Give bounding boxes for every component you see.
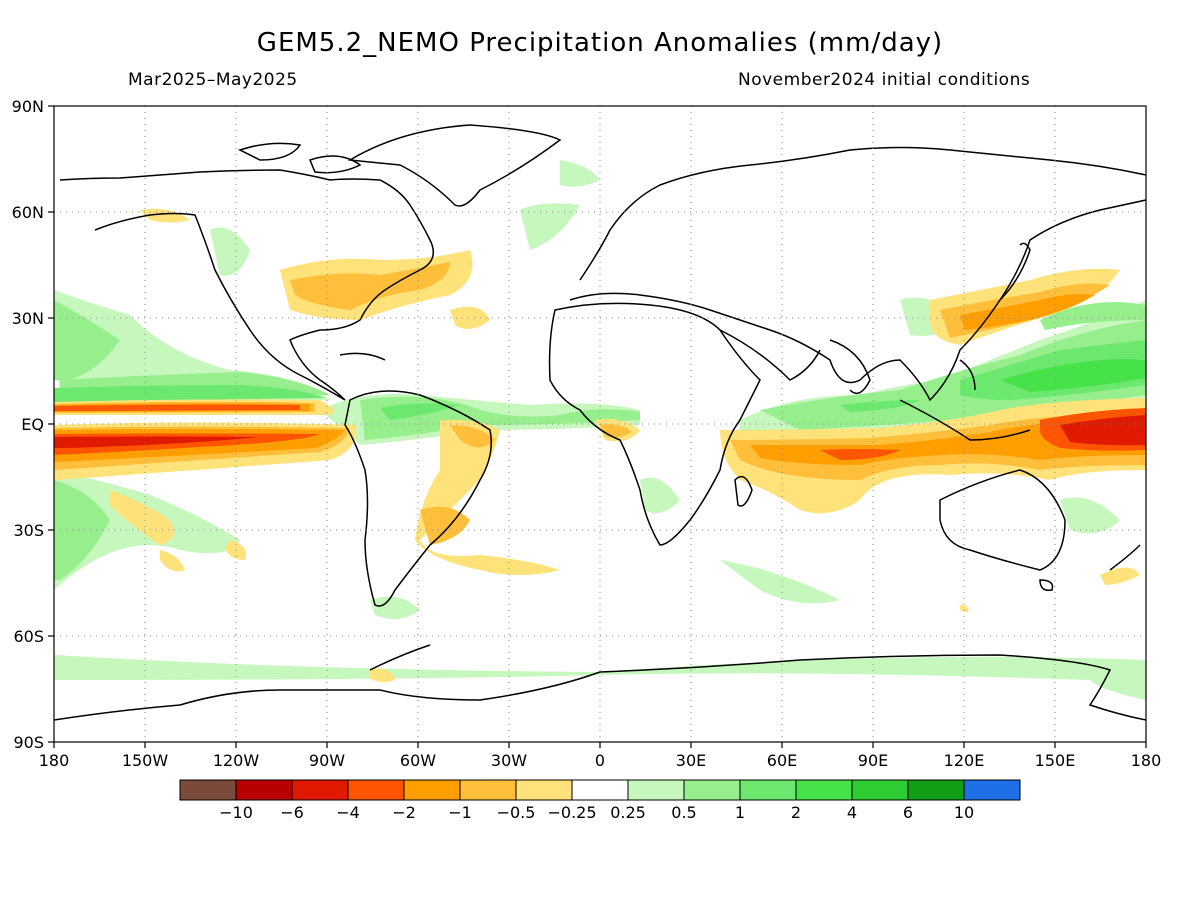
lat-label: EQ — [21, 415, 44, 434]
colorbar-swatch — [459, 779, 517, 801]
colorbar-swatch — [515, 779, 573, 801]
lon-label: 120E — [943, 751, 985, 770]
graticule — [54, 106, 1146, 742]
lon-label: 30W — [490, 751, 528, 770]
lon-label: 60E — [766, 751, 798, 770]
map-frame — [48, 105, 1147, 748]
lat-label: 60N — [11, 203, 44, 222]
lon-label: 60W — [399, 751, 437, 770]
colorbar-label: −0.25 — [547, 803, 597, 822]
lon-label: 180 — [1130, 751, 1162, 770]
colorbar-swatch — [795, 779, 853, 801]
colorbar-label: 0.25 — [610, 803, 646, 822]
lat-label: 90N — [11, 97, 44, 116]
colorbar-swatch — [571, 779, 629, 801]
colorbar-label: 6 — [902, 803, 914, 822]
anomaly-shading — [54, 160, 1146, 700]
colorbar-swatch — [235, 779, 293, 801]
colorbar-swatch — [851, 779, 909, 801]
colorbar-label: 0.5 — [671, 803, 697, 822]
lat-label: 60S — [13, 627, 44, 646]
lon-label: 90E — [857, 751, 889, 770]
colorbar-label: −4 — [336, 803, 360, 822]
lon-label: 180 — [38, 751, 70, 770]
lon-label: 0 — [594, 751, 606, 770]
colorbar-swatch — [347, 779, 405, 801]
colorbar-label: −0.5 — [496, 803, 536, 822]
colorbar-label: 10 — [953, 803, 975, 822]
colorbar-label: −2 — [392, 803, 416, 822]
colorbar-label: 2 — [790, 803, 802, 822]
lat-label: 90S — [13, 733, 44, 752]
lon-label: 90W — [308, 751, 346, 770]
colorbar-swatch — [179, 779, 237, 801]
lat-label: 30S — [13, 521, 44, 540]
colorbar-swatch — [403, 779, 461, 801]
lon-label: 150W — [121, 751, 169, 770]
colorbar-swatch — [907, 779, 965, 801]
lon-label: 120W — [212, 751, 260, 770]
initial-conditions: November2024 initial conditions — [738, 70, 1031, 90]
lon-label: 150E — [1034, 751, 1076, 770]
colorbar-label: 1 — [734, 803, 746, 822]
forecast-period: Mar2025–May2025 — [128, 70, 298, 90]
colorbar — [179, 779, 1021, 801]
colorbar-swatch — [739, 779, 797, 801]
colorbar-swatch — [963, 779, 1021, 801]
colorbar-swatch — [627, 779, 685, 801]
lon-label: 30E — [675, 751, 707, 770]
colorbar-label: −10 — [219, 803, 253, 822]
colorbar-label: −6 — [280, 803, 304, 822]
colorbar-label: −1 — [448, 803, 472, 822]
lat-label: 30N — [11, 309, 44, 328]
chart-title: GEM5.2_NEMO Precipitation Anomalies (mm/… — [256, 28, 944, 58]
colorbar-swatch — [291, 779, 349, 801]
colorbar-swatch — [683, 779, 741, 801]
colorbar-label: 4 — [846, 803, 858, 822]
